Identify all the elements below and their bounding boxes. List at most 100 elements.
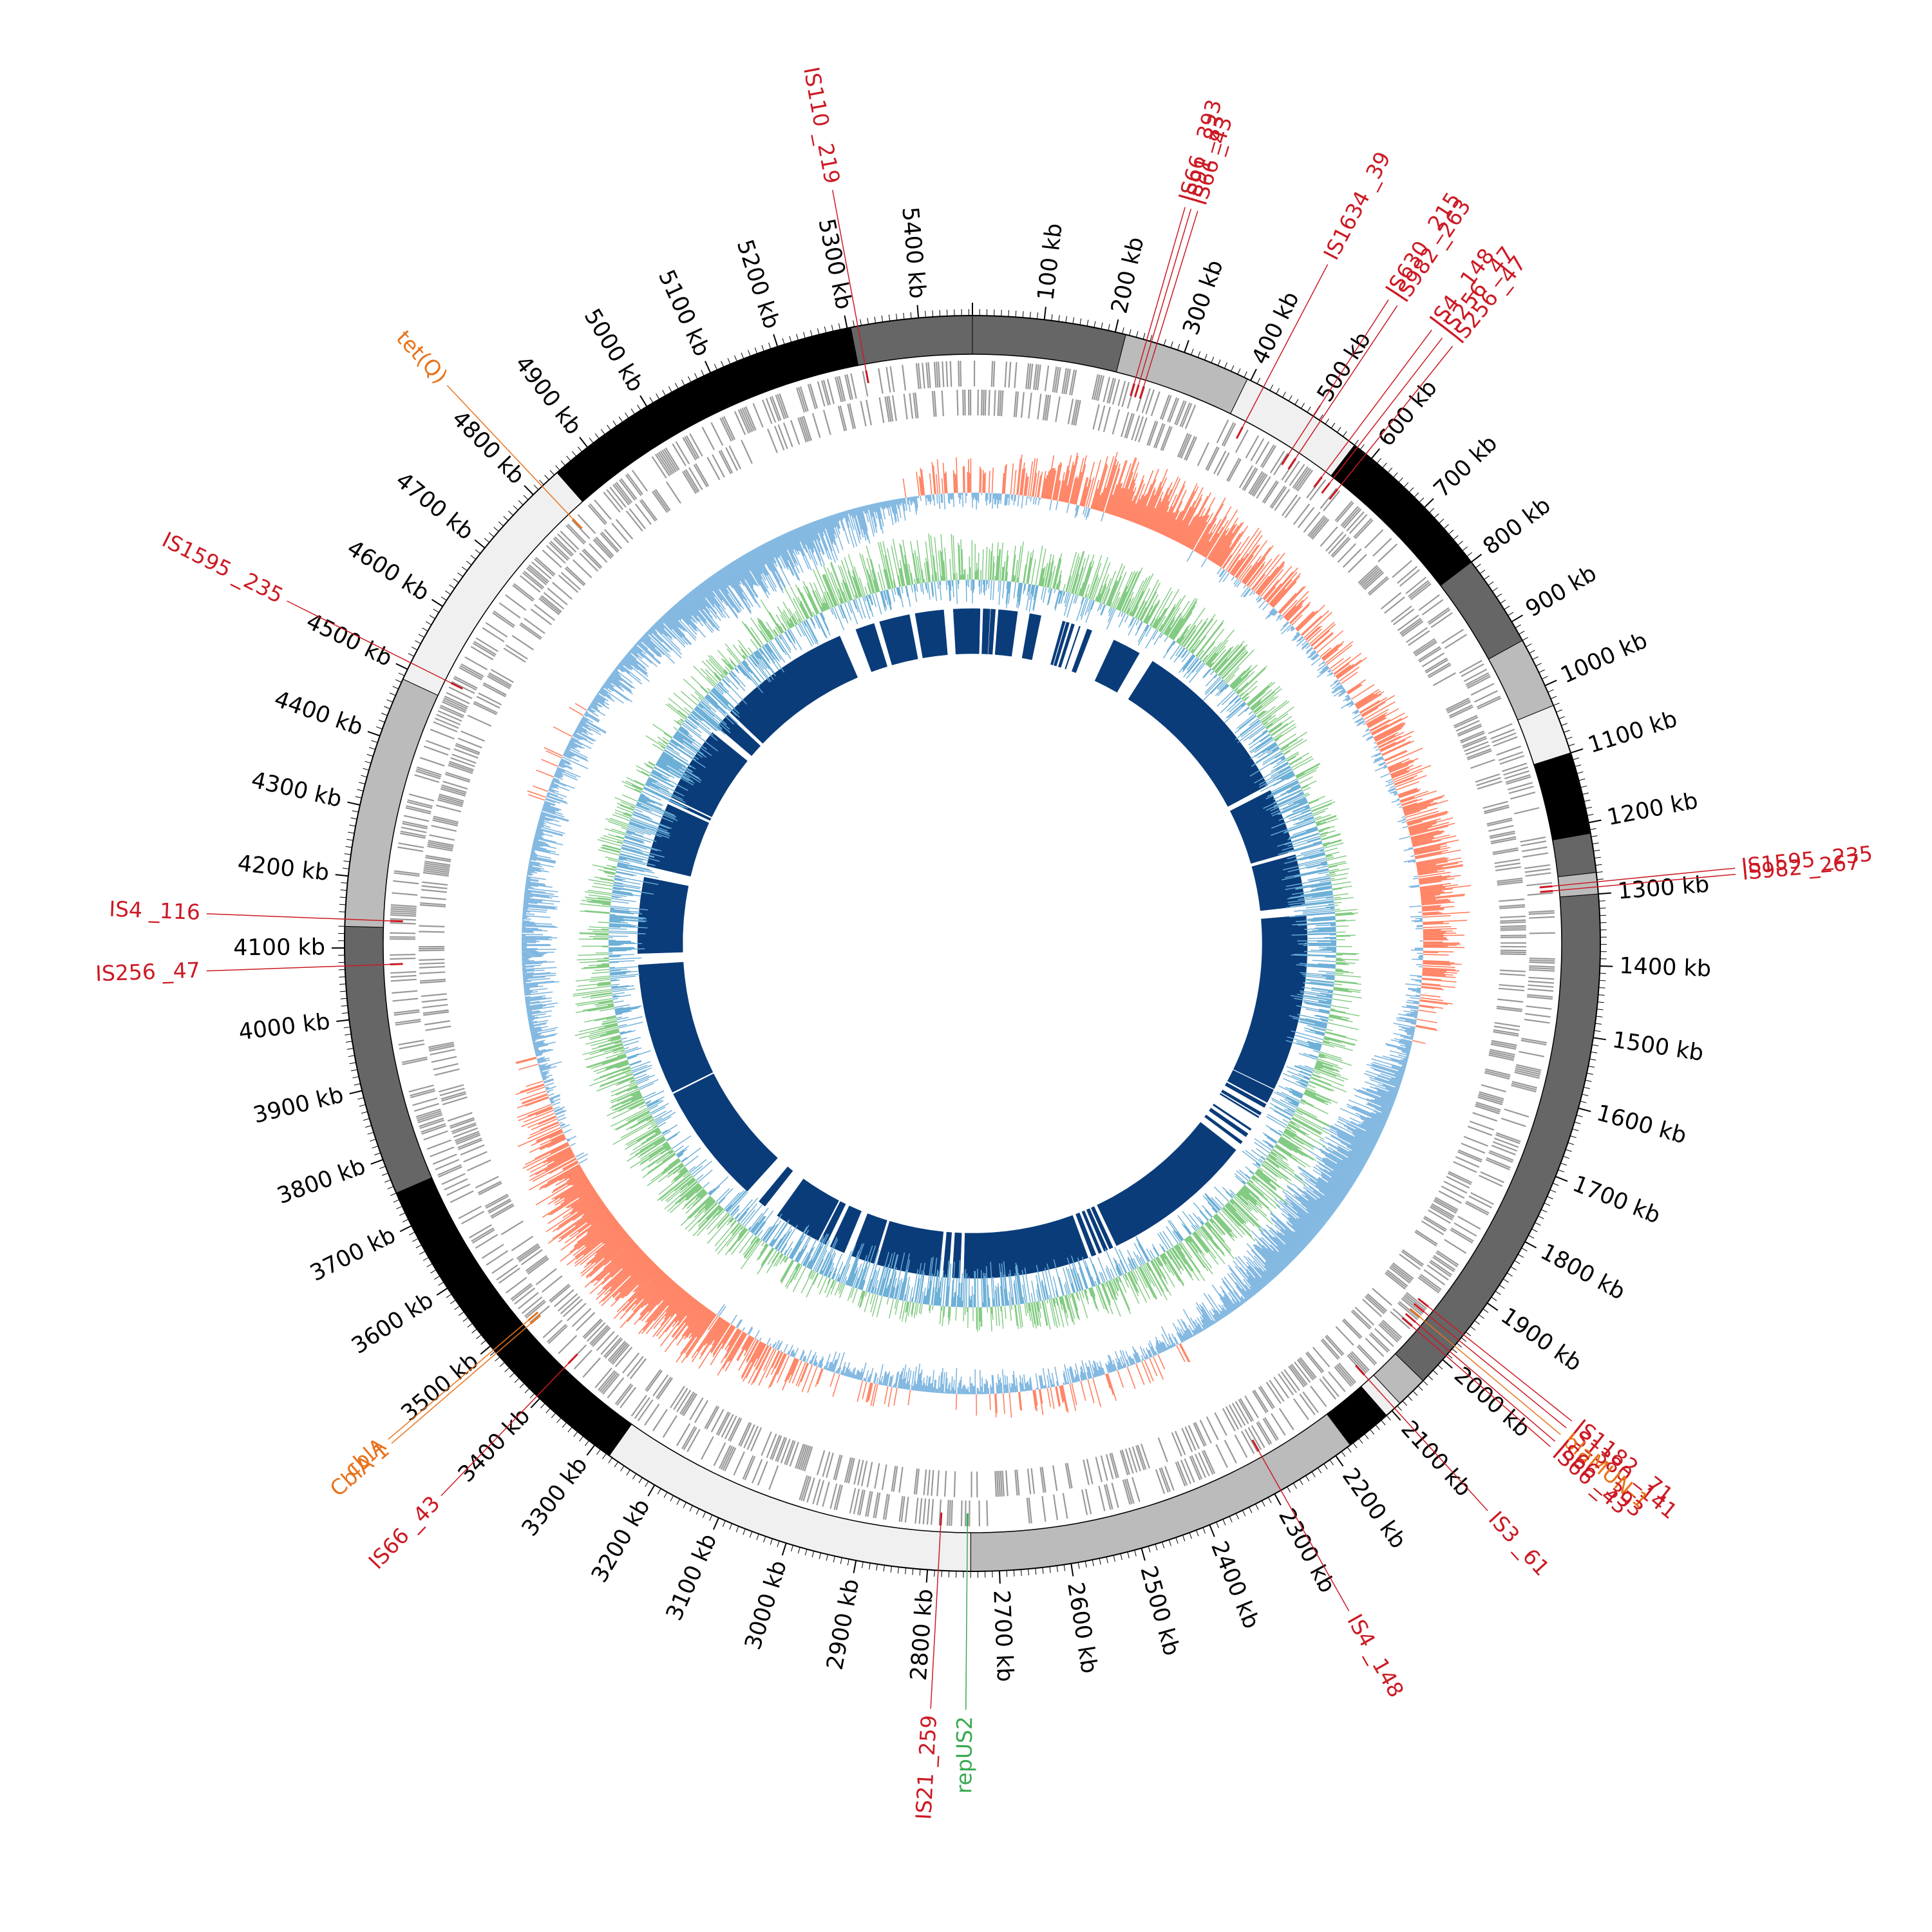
gc-bar — [664, 1303, 702, 1352]
skew-bar — [601, 904, 611, 906]
skew-bar — [1336, 952, 1359, 954]
gc-bar — [1419, 875, 1461, 882]
gc-bar — [1362, 732, 1371, 737]
gc-bar — [601, 1248, 641, 1285]
gc-bar — [1236, 581, 1242, 588]
skew-bar — [632, 814, 670, 829]
gc-bar — [1328, 1146, 1364, 1168]
skew-bar — [623, 840, 658, 851]
skew-bar — [1162, 1253, 1185, 1287]
gc-bar — [1406, 1032, 1414, 1036]
gc-bar — [1186, 515, 1205, 547]
skew-bar — [1188, 614, 1216, 651]
gc-bar — [1141, 1361, 1151, 1384]
skew-bar — [934, 582, 937, 601]
gc-bar — [762, 1348, 775, 1371]
skew-bar — [1064, 1295, 1069, 1310]
skew-bar — [1179, 1242, 1201, 1273]
skew-bar — [841, 582, 849, 602]
skew-bar — [734, 1213, 740, 1220]
gc-bar — [1219, 569, 1226, 578]
skew-bar — [786, 621, 791, 629]
skew-bar — [987, 549, 990, 580]
gc-bar — [534, 835, 544, 839]
gc-bar — [1271, 576, 1300, 607]
gc-bar — [710, 1323, 731, 1354]
gc-bar — [1149, 1358, 1158, 1377]
skew-bar — [677, 719, 683, 724]
skew-bar — [616, 1077, 635, 1086]
skew-bar — [806, 1261, 810, 1268]
gc-bar — [566, 1223, 620, 1266]
skew-bar — [598, 897, 612, 900]
gc-bar — [1401, 1066, 1406, 1068]
gc-bar — [517, 1104, 552, 1118]
skew-bar — [743, 659, 749, 666]
gc-bar — [1139, 487, 1156, 526]
gc-bar — [575, 1204, 605, 1226]
skew-bar — [992, 1307, 994, 1320]
skew-bar — [992, 1276, 996, 1307]
skew-bar — [1082, 560, 1095, 597]
skew-bar — [626, 777, 645, 787]
skew-bar — [624, 837, 645, 844]
gc-bar — [1296, 610, 1318, 631]
gc-bar — [1323, 1127, 1372, 1154]
skew-bar — [675, 732, 701, 751]
gc-bar — [1189, 1317, 1200, 1334]
skew-bar — [1282, 869, 1329, 880]
skew-bar — [1146, 601, 1160, 625]
skew-bar — [632, 1092, 641, 1097]
gc-bar — [535, 1052, 544, 1056]
gc-bar — [1293, 634, 1301, 641]
gc-bar — [1118, 1358, 1123, 1369]
gc-bar — [706, 1318, 724, 1344]
gc-bar — [523, 907, 547, 911]
skew-bar — [1236, 1170, 1249, 1182]
skew-bar — [1284, 852, 1325, 864]
skew-bar — [1265, 1158, 1280, 1169]
skew-bar — [606, 864, 617, 868]
skew-bar — [1157, 615, 1166, 630]
skew-bar — [1303, 850, 1325, 857]
gc-bar — [1328, 670, 1332, 673]
gc-bar — [1276, 614, 1282, 621]
gc-bar — [1072, 458, 1084, 504]
skew-bar — [1057, 591, 1063, 604]
skew-bar — [1056, 570, 1062, 590]
skew-bar — [585, 896, 612, 901]
gc-bar — [1370, 1099, 1393, 1109]
skew-bar — [636, 769, 650, 777]
skew-bar — [914, 1263, 922, 1303]
gc-bar — [1276, 1219, 1307, 1247]
skew-bar — [685, 1200, 715, 1230]
skew-bar — [840, 565, 853, 600]
gc-bar — [1377, 1090, 1396, 1099]
skew-bar — [1085, 600, 1094, 623]
skew-bar — [1262, 714, 1276, 725]
skew-bar — [1170, 618, 1184, 639]
skew-bar — [1199, 1210, 1209, 1222]
homology-block — [1065, 625, 1081, 670]
gc-bar — [1244, 1255, 1269, 1284]
skew-bar — [612, 891, 633, 895]
gc-bar — [825, 1361, 829, 1370]
skew-bar — [1238, 1191, 1274, 1225]
skew-bar — [1041, 566, 1046, 587]
gc-bar — [1253, 1255, 1275, 1279]
skew-bar — [948, 1306, 951, 1325]
gc-bar — [1218, 533, 1241, 567]
skew-bar — [1066, 1257, 1078, 1293]
gc-bar — [1182, 1321, 1193, 1338]
gc-bar — [1133, 470, 1154, 523]
skew-bar — [1195, 620, 1225, 657]
gc-bar — [1320, 1148, 1361, 1173]
skew-bar — [652, 770, 662, 776]
gc-bar — [1188, 1328, 1194, 1337]
homology-block — [994, 609, 1018, 657]
skew-bar — [1159, 1231, 1171, 1249]
skew-bar — [591, 900, 611, 904]
gc-bar — [1285, 596, 1309, 620]
skew-bar — [1320, 1018, 1329, 1021]
skew-bar — [1316, 818, 1338, 827]
